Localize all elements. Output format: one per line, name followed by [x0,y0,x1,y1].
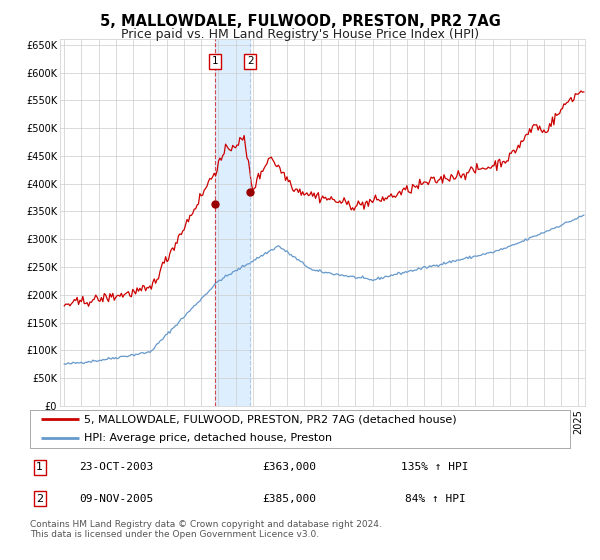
Text: Price paid vs. HM Land Registry's House Price Index (HPI): Price paid vs. HM Land Registry's House … [121,28,479,41]
Text: Contains HM Land Registry data © Crown copyright and database right 2024.
This d: Contains HM Land Registry data © Crown c… [30,520,382,539]
Text: HPI: Average price, detached house, Preston: HPI: Average price, detached house, Pres… [84,433,332,444]
Text: £363,000: £363,000 [262,463,316,472]
Text: 2: 2 [36,494,43,503]
Text: 2: 2 [247,56,254,66]
Text: £385,000: £385,000 [262,494,316,503]
Text: 1: 1 [36,463,43,472]
Text: 09-NOV-2005: 09-NOV-2005 [79,494,154,503]
Text: 135% ↑ HPI: 135% ↑ HPI [401,463,469,472]
Text: 5, MALLOWDALE, FULWOOD, PRESTON, PR2 7AG (detached house): 5, MALLOWDALE, FULWOOD, PRESTON, PR2 7AG… [84,414,457,424]
Text: 5, MALLOWDALE, FULWOOD, PRESTON, PR2 7AG: 5, MALLOWDALE, FULWOOD, PRESTON, PR2 7AG [100,14,500,29]
Bar [215,39,250,406]
Text: 23-OCT-2003: 23-OCT-2003 [79,463,154,472]
Text: 84% ↑ HPI: 84% ↑ HPI [404,494,466,503]
Text: 1: 1 [212,56,218,66]
